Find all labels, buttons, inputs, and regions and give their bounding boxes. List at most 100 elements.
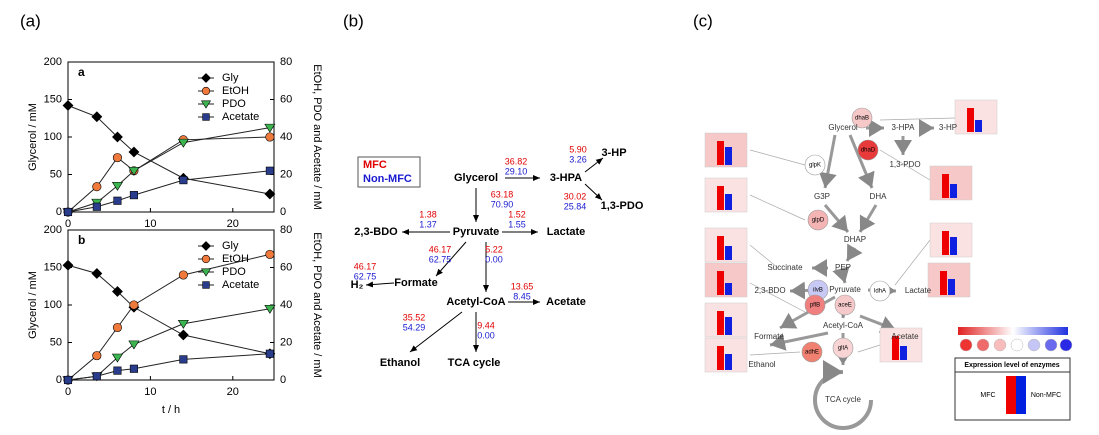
flux-mfc: 63.18 (491, 189, 514, 199)
chart-label: b (78, 233, 85, 247)
data-point (265, 132, 275, 142)
metabolite: Formate (754, 332, 784, 341)
mini-bar (892, 336, 899, 360)
data-point (92, 351, 102, 361)
flux-mfc: 30.02 (564, 191, 587, 201)
flux-mfc: 9.44 (477, 320, 495, 330)
data-point (128, 340, 140, 350)
mini-bar (725, 246, 732, 260)
mini-bar (725, 317, 732, 335)
x-tick-label: 10 (144, 218, 156, 230)
legend-marker (201, 73, 211, 83)
mini-bar (717, 186, 724, 210)
flux-mfc: 13.65 (511, 281, 534, 291)
data-point (91, 268, 103, 279)
data-point (92, 372, 101, 381)
series-line (67, 264, 270, 355)
data-point (128, 166, 140, 176)
legend-swatch (1006, 376, 1016, 414)
metabolite: TCA cycle (825, 395, 862, 404)
flux-mfc: 1.38 (419, 209, 437, 219)
data-point (129, 300, 139, 310)
metabolite: Ethanol (748, 360, 775, 369)
scale-swatch (1059, 338, 1073, 352)
mini-bar (948, 279, 955, 295)
y-axis-label: Glycerol / mM (27, 103, 39, 171)
data-point (177, 138, 189, 148)
panel-label: (b) (343, 11, 364, 30)
y2-tick-label: 80 (280, 56, 292, 68)
y2-tick-label: 0 (280, 374, 286, 386)
data-point (112, 286, 123, 297)
flux-mfc: 46.17 (354, 261, 377, 271)
data-point (129, 364, 138, 373)
x-tick-label: 10 (144, 386, 156, 398)
data-point (112, 131, 123, 143)
enzyme-label: aceE (838, 303, 852, 309)
data-point (177, 319, 189, 329)
y2-tick-label: 60 (280, 261, 292, 273)
enzyme-label: ilvB (813, 288, 823, 294)
y-tick-label: 200 (44, 224, 62, 236)
metabolite: 1,3-PDO (889, 160, 920, 169)
data-point (91, 111, 103, 123)
enzyme-label: pflB (810, 303, 820, 309)
mini-bar (717, 236, 724, 260)
color-scale (958, 327, 1068, 335)
mini-bar (725, 147, 732, 165)
flux-non-mfc: 1.37 (419, 219, 437, 229)
metabolite: DHAP (844, 235, 866, 244)
metabolite: Lactate (905, 286, 932, 295)
enzyme-node (869, 280, 891, 302)
flux-mfc: 1.52 (508, 209, 526, 219)
y2-tick-label: 40 (280, 299, 292, 311)
flux-non-mfc: 62.75 (429, 254, 452, 264)
mini-bar (717, 271, 724, 295)
legend-marker (201, 86, 211, 96)
y2-tick-label: 0 (280, 206, 286, 218)
metabolite: 3-HPA (550, 172, 582, 184)
legend-marker (200, 100, 212, 109)
scale-swatch (1027, 338, 1041, 352)
leader-lines (749, 117, 956, 356)
legend-label: MFC (363, 159, 387, 171)
legend-marker (202, 281, 210, 289)
enzyme-node (832, 337, 854, 359)
data-point (92, 202, 101, 211)
x-tick-label: 0 (65, 386, 71, 398)
legend-marker (200, 268, 212, 277)
panel-label: (c) (693, 11, 713, 30)
enzyme-node (834, 294, 856, 316)
y2-axis-label: EtOH, PDO and Acetate / mM (311, 232, 323, 378)
metabolite: Ethanol (380, 357, 420, 369)
data-point (128, 146, 140, 158)
flux-non-mfc: 8.45 (513, 291, 531, 301)
flux-non-mfc: 54.29 (403, 322, 426, 332)
enzyme-node (807, 209, 829, 231)
y-tick-label: 100 (44, 131, 62, 143)
metabolite: Glycerol (454, 172, 498, 184)
mini-bar (900, 346, 907, 360)
y-tick-label: 150 (44, 261, 62, 273)
y-tick-label: 150 (44, 93, 62, 105)
data-point (178, 270, 188, 280)
data-point (129, 191, 138, 200)
mini-bar (725, 194, 732, 210)
legend-label: Acetate (222, 111, 259, 123)
series-line (67, 127, 270, 213)
metabolite: Pyruvate (453, 226, 499, 238)
legend-label: PDO (222, 266, 246, 278)
mini-bar (942, 174, 949, 198)
legend-label: Gly (222, 240, 239, 252)
data-point (177, 329, 189, 341)
series-line (67, 308, 270, 381)
flux-non-mfc: 62.75 (354, 271, 377, 281)
x-axis-label: t / h (162, 404, 180, 416)
flux-mfc: 5.90 (569, 144, 587, 154)
mini-bar (717, 311, 724, 335)
legend-label: Non-MFC (1031, 392, 1061, 399)
series-line (67, 136, 270, 213)
x-tick-label: 20 (227, 386, 239, 398)
y-tick-label: 0 (56, 374, 62, 386)
flux-non-mfc: 70.90 (491, 199, 514, 209)
